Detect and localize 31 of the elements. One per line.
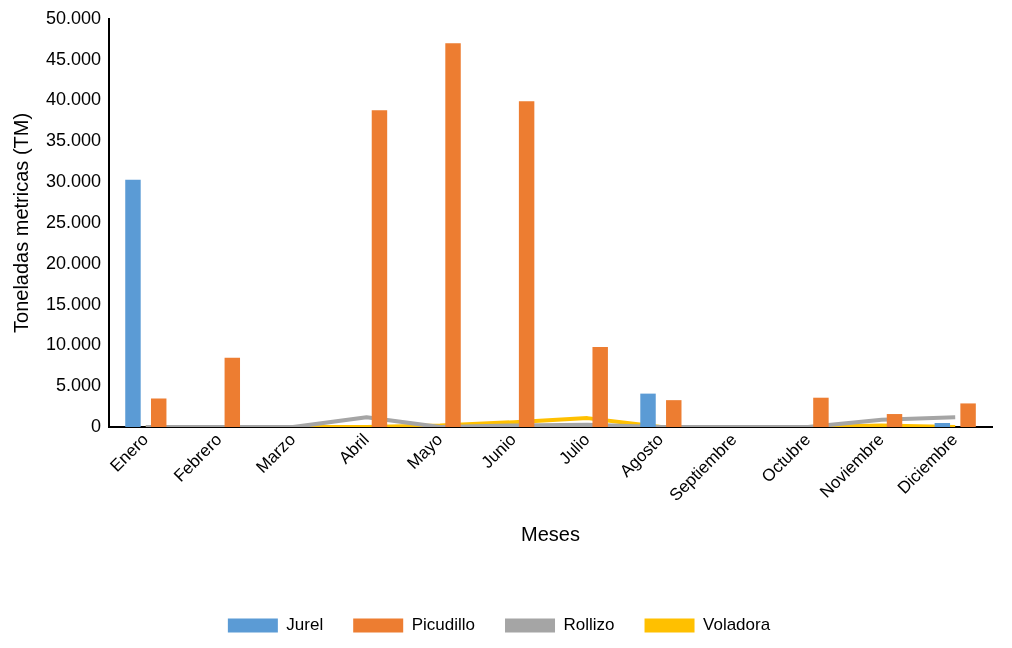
- x-axis-title: Meses: [521, 522, 580, 545]
- bar: [371, 110, 388, 428]
- y-tick-label: 35.000: [45, 130, 102, 151]
- bar: [640, 393, 656, 428]
- y-tick-label: 20.000: [45, 252, 102, 273]
- bar: [151, 398, 167, 428]
- y-tick-label: 30.000: [45, 171, 102, 192]
- bar: [666, 400, 682, 428]
- bar: [125, 179, 141, 428]
- legend-label: Picudillo: [411, 615, 476, 635]
- bar: [960, 403, 976, 428]
- y-tick-label: 5.000: [56, 375, 102, 396]
- bar: [934, 423, 951, 428]
- y-tick-label: 15.000: [45, 293, 102, 314]
- bar: [813, 397, 829, 428]
- legend-label: Voladora: [703, 615, 771, 635]
- y-axis-title: Toneladas metricas (TM): [9, 112, 32, 333]
- bar: [886, 414, 903, 428]
- y-tick-label: 10.000: [45, 334, 102, 355]
- y-tick-label: 40.000: [45, 89, 102, 110]
- y-tick-label: 0: [91, 416, 102, 437]
- x-tick-label: Julio: [555, 430, 594, 469]
- y-tick-label: 50.000: [45, 7, 102, 28]
- legend-label: Jurel: [286, 615, 324, 635]
- bar: [592, 347, 608, 428]
- y-tick-label: 25.000: [45, 211, 102, 232]
- legend-label: Rollizo: [563, 615, 615, 635]
- bar: [518, 101, 535, 428]
- bar: [445, 43, 461, 428]
- y-tick-label: 45.000: [45, 48, 102, 69]
- bar: [224, 357, 241, 428]
